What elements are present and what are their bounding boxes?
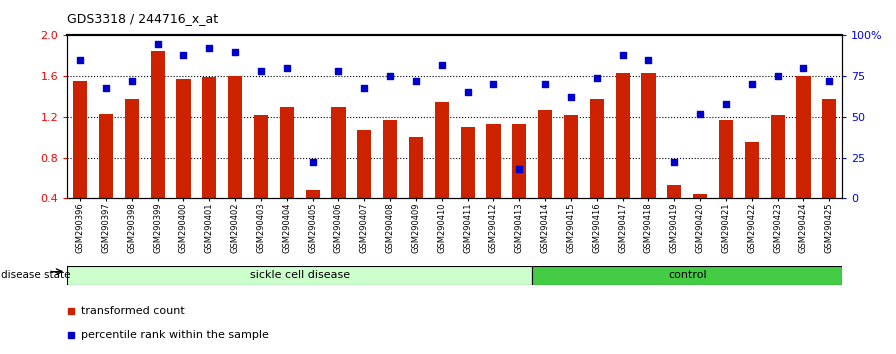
- Point: [125, 78, 139, 84]
- Point: [745, 81, 759, 87]
- Bar: [125, 98, 139, 198]
- Point: [99, 85, 113, 90]
- Point: [719, 101, 733, 107]
- Point: [797, 65, 811, 71]
- Point: [590, 75, 604, 81]
- Bar: [538, 110, 552, 198]
- Bar: [590, 98, 604, 198]
- Point: [151, 41, 165, 46]
- Bar: [409, 137, 423, 198]
- Point: [306, 160, 320, 165]
- Bar: [487, 124, 501, 198]
- Bar: [693, 194, 707, 198]
- Bar: [67, 266, 532, 285]
- Point: [358, 85, 372, 90]
- Bar: [797, 76, 811, 198]
- Point: [642, 57, 656, 63]
- Point: [254, 68, 268, 74]
- Bar: [719, 120, 733, 198]
- Bar: [202, 77, 217, 198]
- Text: transformed count: transformed count: [82, 306, 185, 316]
- Point: [616, 52, 630, 58]
- Bar: [332, 107, 346, 198]
- Point: [409, 78, 423, 84]
- Bar: [771, 115, 785, 198]
- Bar: [642, 73, 656, 198]
- Bar: [532, 266, 842, 285]
- Bar: [564, 115, 578, 198]
- Text: sickle cell disease: sickle cell disease: [250, 270, 349, 280]
- Point: [280, 65, 294, 71]
- Bar: [435, 102, 449, 198]
- Bar: [745, 142, 759, 198]
- Point: [383, 73, 397, 79]
- Point: [771, 73, 785, 79]
- Point: [823, 78, 837, 84]
- Point: [487, 81, 501, 87]
- Bar: [668, 185, 682, 198]
- Point: [228, 49, 242, 55]
- Text: control: control: [668, 270, 707, 280]
- Text: disease state: disease state: [1, 270, 71, 280]
- Bar: [177, 79, 191, 198]
- Bar: [228, 76, 242, 198]
- Point: [513, 166, 527, 172]
- Point: [461, 90, 475, 95]
- Text: percentile rank within the sample: percentile rank within the sample: [82, 330, 269, 339]
- Bar: [461, 127, 475, 198]
- Bar: [823, 98, 837, 198]
- Bar: [513, 124, 527, 198]
- Bar: [254, 115, 268, 198]
- Bar: [616, 73, 630, 198]
- Bar: [99, 114, 113, 198]
- Text: GDS3318 / 244716_x_at: GDS3318 / 244716_x_at: [67, 12, 219, 25]
- Bar: [306, 190, 320, 198]
- Bar: [73, 81, 87, 198]
- Point: [332, 68, 346, 74]
- Point: [435, 62, 449, 68]
- Point: [668, 160, 682, 165]
- Bar: [383, 120, 397, 198]
- Point: [177, 52, 191, 58]
- Point: [73, 57, 87, 63]
- Bar: [151, 51, 165, 198]
- Point: [564, 95, 578, 100]
- Point: [693, 111, 707, 116]
- Bar: [358, 130, 372, 198]
- Point: [202, 46, 217, 51]
- Point: [538, 81, 552, 87]
- Bar: [280, 107, 294, 198]
